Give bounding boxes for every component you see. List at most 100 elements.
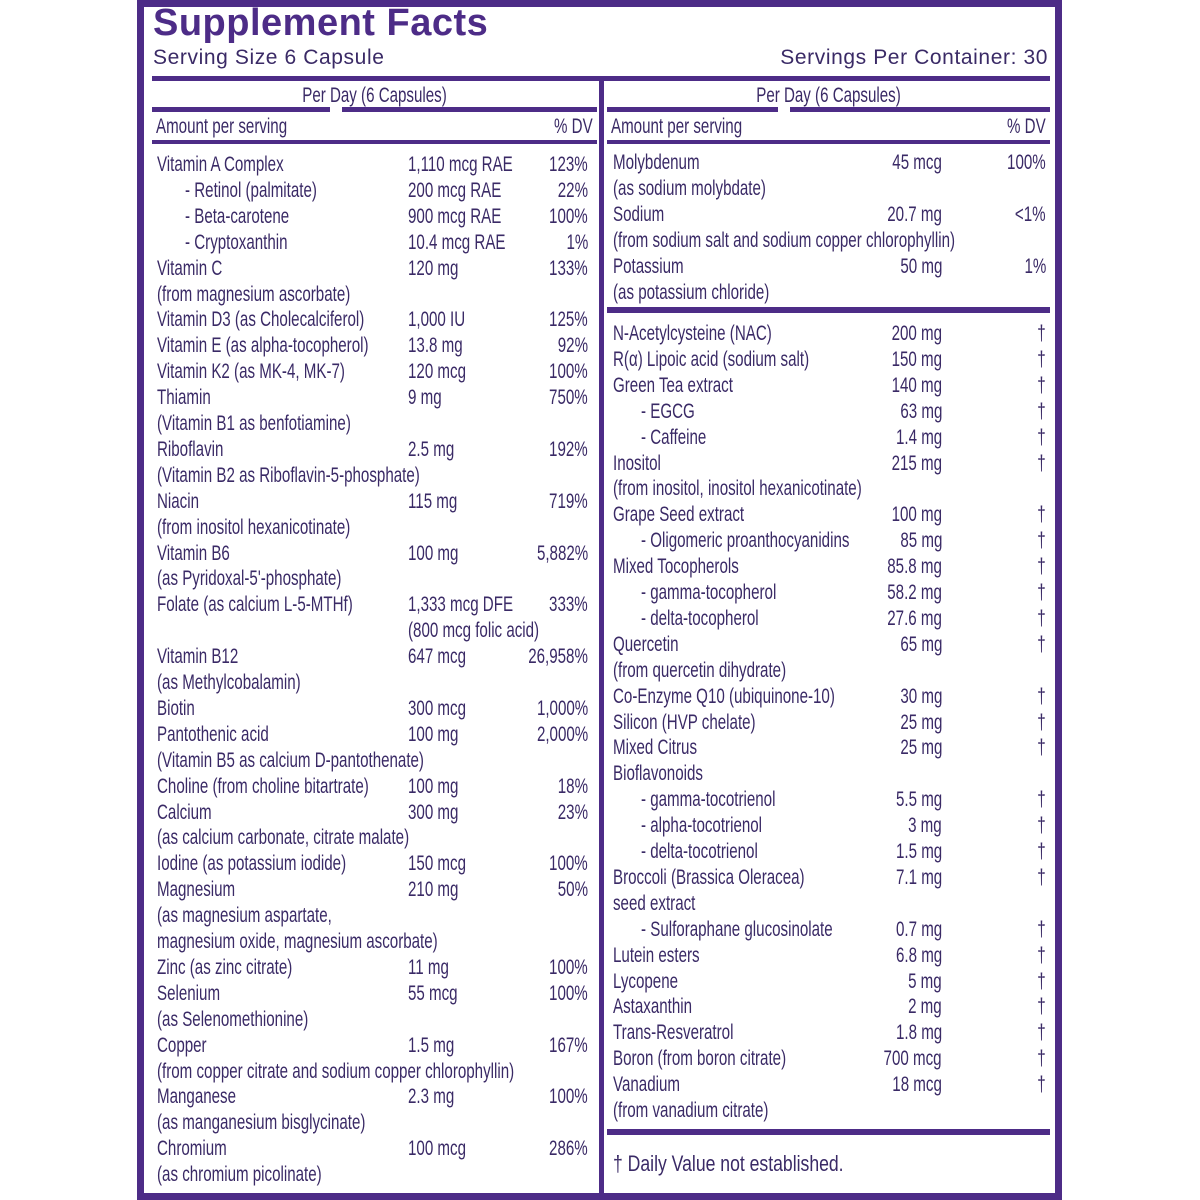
daily-value: †	[1037, 373, 1046, 397]
amount: 120 mcg	[408, 360, 466, 384]
column-header: Per Day (6 Capsules)	[756, 84, 901, 107]
dv-label: % DV	[1007, 115, 1046, 138]
nutrient-name: (as potassium chloride)	[613, 280, 770, 304]
nutrient-name: (from inositol hexanicotinate)	[157, 515, 351, 539]
nutrient-name: Astaxanthin	[613, 995, 693, 1019]
amount: 200 mcg RAE	[408, 178, 502, 202]
nutrient-name: Vitamin B12	[157, 645, 239, 669]
column-header: Per Day (6 Capsules)	[302, 84, 447, 107]
nutrient-name: Pantothenic acid	[157, 722, 269, 746]
nutrient-name: Iodine (as potassium iodide)	[157, 852, 347, 876]
daily-value: 23%	[557, 800, 588, 824]
daily-value: 100%	[1007, 151, 1046, 174]
amount: 30 mg	[899, 684, 942, 708]
rule	[152, 76, 1050, 81]
daily-value: 50%	[557, 878, 588, 902]
amount-label: Amount per serving	[611, 115, 743, 138]
label-frame	[137, 0, 1062, 1200]
amount: 1,000 IU	[408, 308, 466, 332]
amount: 45 mcg	[892, 151, 942, 174]
amount: 11 mg	[408, 955, 449, 979]
nutrient-name: - Caffeine	[641, 425, 707, 449]
amount: 115 mg	[408, 489, 458, 513]
daily-value: †	[1037, 529, 1046, 553]
nutrient-name: Riboflavin	[157, 437, 224, 461]
nutrient-name: Vitamin E (as alpha-tocopherol)	[157, 334, 369, 358]
amount: 9 mg	[408, 386, 442, 410]
daily-value: 100%	[549, 852, 588, 876]
column-divider	[599, 81, 604, 1193]
daily-value: †	[1037, 943, 1046, 967]
daily-value: 1%	[566, 230, 588, 254]
daily-value: 100%	[549, 204, 588, 228]
daily-value: 1,000%	[536, 696, 588, 720]
nutrient-name: (as sodium molybdate)	[613, 176, 766, 200]
nutrient-name: Vanadium	[613, 1073, 680, 1097]
amount: 100 mg	[408, 722, 459, 746]
amount: 1.5 mg	[895, 840, 942, 863]
amount: 7.1 mg	[895, 865, 942, 889]
nutrient-name: (Vitamin B5 as calcium D-pantothenate)	[157, 748, 424, 772]
amount: 27.6 mg	[887, 606, 942, 630]
amount: 25 mg	[899, 736, 942, 760]
amount: 85 mg	[899, 529, 942, 553]
amount: 210 mg	[408, 878, 459, 902]
amount: 2.5 mg	[408, 437, 455, 461]
daily-value: †	[1037, 1073, 1046, 1097]
amount: 65 mg	[899, 632, 942, 656]
amount: 50 mg	[899, 254, 942, 278]
amount: 10.4 mcg RAE	[408, 230, 506, 254]
nutrient-name: Niacin	[157, 489, 200, 513]
amount: 5 mg	[908, 969, 942, 993]
daily-value: 192%	[549, 437, 588, 461]
amount: 100 mcg	[408, 1137, 466, 1161]
nutrient-name: Magnesium	[157, 878, 236, 902]
nutrient-name: (from copper citrate and sodium copper c…	[157, 1059, 515, 1083]
amount: 215 mg	[891, 451, 942, 475]
nutrient-name: Selenium	[157, 981, 221, 1005]
amount: 647 mcg	[408, 645, 466, 669]
rule	[152, 107, 330, 112]
nutrient-name: Calcium	[157, 800, 212, 824]
rule	[607, 140, 1050, 144]
daily-value: †	[1037, 1021, 1046, 1045]
rule	[152, 140, 597, 144]
nutrient-name: - Oligomeric proanthocyanidins	[641, 529, 850, 553]
nutrient-name: Folate (as calcium L-5-MTHf)	[157, 593, 353, 617]
title: Supplement Facts	[153, 2, 489, 44]
daily-value: †	[1037, 788, 1046, 812]
amount: 120 mg	[408, 256, 459, 280]
amount: 85.8 mg	[887, 555, 942, 579]
nutrient-name: - Cryptoxanthin	[185, 230, 288, 254]
amount: 700 mcg	[884, 1047, 942, 1071]
nutrient-name: Lutein esters	[613, 943, 700, 967]
daily-value: 333%	[549, 593, 588, 617]
daily-value: 133%	[549, 256, 588, 280]
nutrient-name: Vitamin D3 (as Cholecalciferol)	[157, 308, 365, 332]
amount: 6.8 mg	[895, 943, 942, 967]
daily-value: †	[1037, 1047, 1046, 1071]
daily-value: †	[1037, 322, 1046, 345]
daily-value: †	[1037, 451, 1046, 475]
daily-value: 167%	[549, 1033, 588, 1057]
nutrient-name: - gamma-tocopherol	[641, 581, 777, 604]
nutrient-name: Vitamin K2 (as MK-4, MK-7)	[157, 360, 345, 384]
amount: 13.8 mg	[408, 334, 463, 358]
amount: 300 mg	[408, 800, 459, 824]
daily-value: †	[1037, 969, 1046, 993]
daily-value: †	[1037, 581, 1046, 604]
footnote: † Daily Value not established.	[613, 1151, 844, 1176]
nutrient-name: (Vitamin B2 as Riboflavin-5-phosphate)	[157, 463, 420, 487]
nutrient-name: (from magnesium ascorbate)	[157, 282, 351, 306]
daily-value: †	[1037, 555, 1046, 579]
amount: 20.7 mg	[887, 202, 942, 226]
amount: 5.5 mg	[895, 788, 942, 812]
daily-value: 18%	[557, 774, 588, 798]
daily-value: †	[1037, 425, 1046, 449]
amount: 900 mcg RAE	[408, 204, 502, 228]
daily-value: 100%	[549, 360, 588, 384]
nutrient-name: Thiamin	[157, 386, 211, 410]
nutrient-name: Molybdenum	[613, 151, 700, 174]
nutrient-name: Inositol	[613, 451, 661, 475]
nutrient-name: (as manganesium bisglycinate)	[157, 1111, 366, 1135]
